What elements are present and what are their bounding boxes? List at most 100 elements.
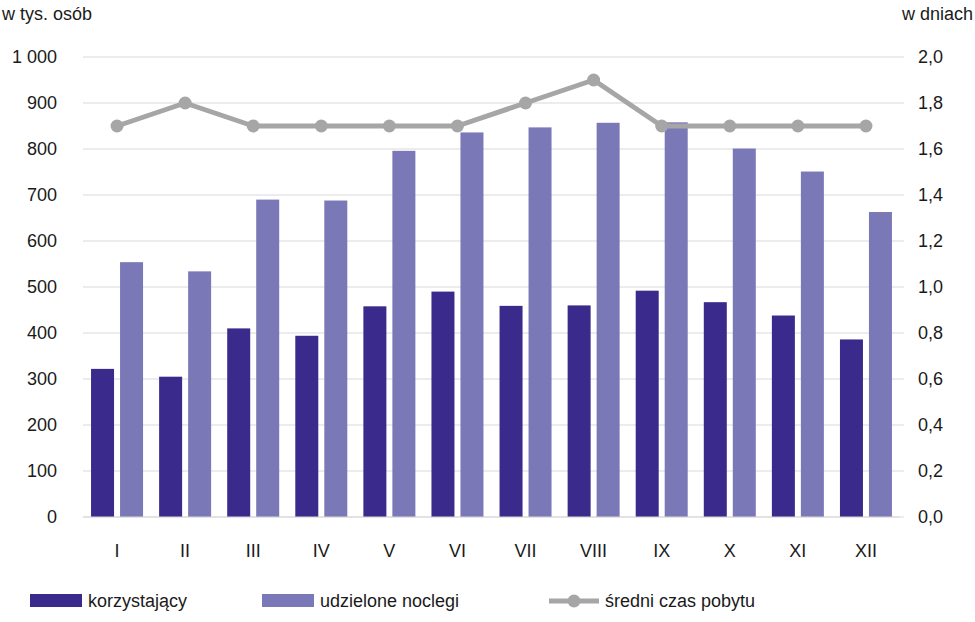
y-axis-title: w tys. osób — [1, 4, 92, 24]
bar — [363, 306, 386, 517]
y2-tick — [900, 103, 904, 104]
y2-axis-title: w dniach — [901, 4, 973, 24]
line-marker — [587, 74, 600, 87]
bar — [159, 377, 182, 517]
x-tick-label: IV — [313, 541, 330, 561]
grid-line — [83, 149, 900, 150]
y2-tick — [900, 149, 904, 150]
bar — [227, 328, 250, 517]
line-marker — [723, 120, 736, 133]
y2-tick-label: 0,0 — [918, 507, 943, 527]
legend-swatch — [262, 594, 314, 607]
legend-label: średni czas pobytu — [605, 591, 755, 611]
bar — [801, 172, 824, 517]
line-marker — [519, 97, 532, 110]
line-marker — [383, 120, 396, 133]
y2-tick-label: 1,6 — [918, 139, 943, 159]
line — [117, 80, 866, 126]
grid-line — [83, 195, 900, 196]
legend-item: średni czas pobytu — [549, 591, 755, 611]
bar — [733, 149, 756, 517]
bar — [772, 316, 795, 517]
bar — [188, 271, 211, 517]
y2-tick-label: 0,8 — [918, 323, 943, 343]
y2-tick-label: 0,2 — [918, 461, 943, 481]
x-tick-label: III — [246, 541, 261, 561]
legend-label: korzystający — [88, 591, 187, 611]
y2-tick-label: 0,4 — [918, 415, 943, 435]
bar — [120, 262, 143, 517]
x-tick-label: I — [115, 541, 120, 561]
x-axis-line — [83, 517, 900, 518]
y2-tick — [900, 425, 904, 426]
bar — [636, 291, 659, 517]
bar — [597, 123, 620, 517]
y-tick-label: 100 — [27, 461, 57, 481]
legend-label: udzielone noclegi — [320, 591, 459, 611]
bar — [665, 122, 688, 517]
legend-marker — [568, 595, 581, 608]
bar — [500, 306, 523, 517]
y-tick-label: 1 000 — [12, 47, 57, 67]
bar — [324, 201, 347, 517]
bar — [431, 292, 454, 517]
chart: 0 100 200 300 400 500 600 700 800 900 1 000 0,0 0,2 0… — [0, 0, 975, 622]
y-tick-label: 600 — [27, 231, 57, 251]
bar — [704, 302, 727, 517]
y2-tick — [900, 241, 904, 242]
legend-item: korzystający — [30, 591, 187, 611]
plot-area — [91, 74, 892, 518]
bar — [392, 151, 415, 517]
x-tick-label: IX — [653, 541, 670, 561]
bar — [460, 132, 483, 517]
grid-line — [83, 517, 900, 518]
y2-tick-label: 1,0 — [918, 277, 943, 297]
x-tick-label: VI — [449, 541, 466, 561]
y2-tick-label: 1,8 — [918, 93, 943, 113]
bar — [256, 200, 279, 517]
y-tick-label: 400 — [27, 323, 57, 343]
line-marker — [247, 120, 260, 133]
line-marker — [791, 120, 804, 133]
y-tick-label: 800 — [27, 139, 57, 159]
grid-line — [83, 57, 900, 58]
bar — [91, 369, 114, 517]
x-tick-label: V — [383, 541, 395, 561]
x-tick-label: VIII — [580, 541, 607, 561]
bar — [295, 336, 318, 517]
y2-tick — [900, 287, 904, 288]
y-tick-label: 300 — [27, 369, 57, 389]
y-tick-label: 900 — [27, 93, 57, 113]
y2-tick-label: 0,6 — [918, 369, 943, 389]
y2-tick — [900, 379, 904, 380]
y-tick-label: 500 — [27, 277, 57, 297]
grid-line — [83, 103, 900, 104]
x-tick-label: X — [724, 541, 736, 561]
y2-tick — [900, 471, 904, 472]
line-marker — [179, 97, 192, 110]
y-tick-label: 0 — [47, 507, 57, 527]
x-tick-label: XII — [855, 541, 877, 561]
bar — [840, 339, 863, 517]
legend-item: udzielone noclegi — [262, 591, 459, 611]
y-tick-label: 700 — [27, 185, 57, 205]
line-marker — [451, 120, 464, 133]
y-tick-label: 200 — [27, 415, 57, 435]
x-tick-label: VII — [515, 541, 537, 561]
y2-tick-label: 1,2 — [918, 231, 943, 251]
line-marker — [315, 120, 328, 133]
y2-tick — [900, 57, 904, 58]
y2-tick — [900, 195, 904, 196]
y2-tick — [900, 333, 904, 334]
bar — [529, 127, 552, 517]
legend-swatch — [30, 594, 82, 607]
bar — [568, 305, 591, 517]
x-tick-label: II — [180, 541, 190, 561]
x-tick-label: XI — [789, 541, 806, 561]
y2-tick-label: 2,0 — [918, 47, 943, 67]
bar — [869, 212, 892, 517]
line-marker — [655, 120, 668, 133]
y2-tick — [900, 517, 904, 518]
grid-line — [83, 241, 900, 242]
line-marker — [859, 120, 872, 133]
